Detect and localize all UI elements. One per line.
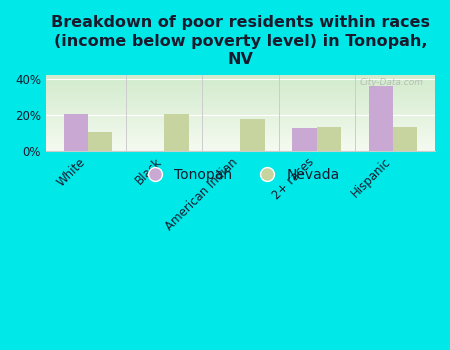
Text: City-Data.com: City-Data.com	[360, 78, 423, 86]
Bar	[46, 132, 435, 133]
Bar	[88, 132, 112, 150]
Bar	[46, 135, 435, 136]
Bar	[46, 99, 435, 100]
Bar	[46, 110, 435, 111]
Bar	[46, 131, 435, 132]
Bar	[46, 147, 435, 148]
Bar	[46, 107, 435, 108]
Bar	[46, 94, 435, 95]
Bar	[46, 105, 435, 106]
Bar	[369, 86, 393, 150]
Bar	[46, 82, 435, 83]
Bar	[46, 80, 435, 81]
Bar	[46, 115, 435, 116]
Bar	[46, 79, 435, 80]
Bar	[46, 146, 435, 147]
Bar	[46, 109, 435, 110]
Bar	[46, 97, 435, 98]
Bar	[46, 111, 435, 112]
Bar	[46, 78, 435, 79]
Bar	[46, 95, 435, 96]
Bar	[46, 90, 435, 91]
Bar	[46, 130, 435, 131]
Bar	[46, 83, 435, 84]
Legend: Tonopah, Nevada: Tonopah, Nevada	[135, 162, 346, 187]
Bar	[46, 93, 435, 94]
Bar	[46, 88, 435, 89]
Bar	[46, 120, 435, 121]
Bar	[46, 89, 435, 90]
Bar	[46, 119, 435, 120]
Bar	[46, 112, 435, 113]
Bar	[63, 114, 88, 150]
Bar	[46, 125, 435, 126]
Bar	[46, 106, 435, 107]
Bar	[164, 114, 189, 150]
Bar	[46, 101, 435, 102]
Bar	[46, 86, 435, 88]
Bar	[46, 100, 435, 101]
Bar	[46, 149, 435, 150]
Bar	[292, 128, 317, 150]
Bar	[46, 118, 435, 119]
Bar	[46, 85, 435, 86]
Bar	[46, 122, 435, 123]
Bar	[46, 116, 435, 117]
Bar	[46, 127, 435, 128]
Bar	[46, 77, 435, 78]
Bar	[46, 117, 435, 118]
Bar	[46, 140, 435, 141]
Bar	[46, 75, 435, 76]
Bar	[46, 139, 435, 140]
Bar	[46, 121, 435, 122]
Bar	[46, 145, 435, 146]
Bar	[46, 138, 435, 139]
Bar	[46, 128, 435, 129]
Bar	[46, 136, 435, 137]
Bar	[46, 91, 435, 92]
Bar	[46, 141, 435, 142]
Bar	[240, 119, 265, 150]
Bar	[46, 114, 435, 115]
Bar	[46, 143, 435, 144]
Bar	[46, 92, 435, 93]
Bar	[46, 129, 435, 130]
Bar	[46, 126, 435, 127]
Bar	[46, 123, 435, 124]
Bar	[46, 98, 435, 99]
Bar	[46, 124, 435, 125]
Bar	[46, 108, 435, 109]
Bar	[46, 142, 435, 143]
Bar	[317, 127, 341, 150]
Title: Breakdown of poor residents within races
(income below poverty level) in Tonopah: Breakdown of poor residents within races…	[51, 15, 430, 67]
Bar	[46, 96, 435, 97]
Bar	[46, 144, 435, 145]
Bar	[46, 76, 435, 77]
Bar	[46, 134, 435, 135]
Bar	[46, 113, 435, 114]
Bar	[46, 102, 435, 103]
Bar	[46, 104, 435, 105]
Bar	[46, 103, 435, 104]
Bar	[46, 137, 435, 138]
Bar	[393, 127, 417, 150]
Bar	[46, 133, 435, 134]
Bar	[46, 148, 435, 149]
Bar	[46, 81, 435, 82]
Bar	[46, 84, 435, 85]
